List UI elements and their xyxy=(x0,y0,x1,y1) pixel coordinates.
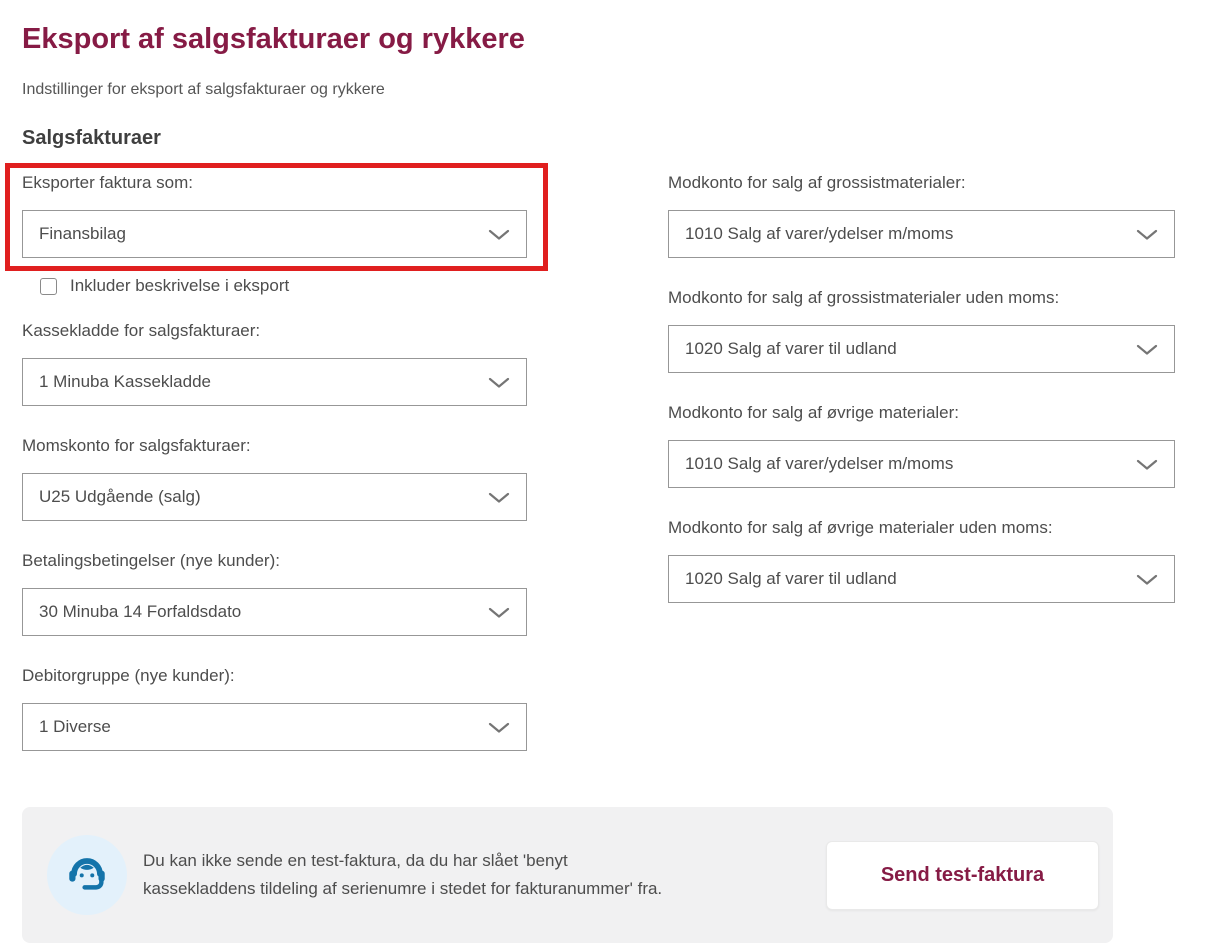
wholesale-account-select[interactable]: 1010 Salg af varer/ydelser m/moms xyxy=(668,210,1175,258)
cash-journal-value: 1 Minuba Kassekladde xyxy=(39,372,212,391)
other-materials-account-no-vat-label: Modkonto for salg af øvrige materialer u… xyxy=(668,518,1053,537)
include-description-label: Inkluder beskrivelse i eksport xyxy=(70,276,290,295)
chevron-down-icon xyxy=(488,377,510,388)
page-title: Eksport af salgsfakturaer og rykkere xyxy=(22,23,525,55)
include-description-row: Inkluder beskrivelse i eksport xyxy=(40,275,527,297)
page-subtitle: Indstillinger for eksport af salgsfaktur… xyxy=(22,81,385,98)
vat-account-select[interactable]: U25 Udgående (salg) xyxy=(22,473,527,521)
export-invoice-as-value: Finansbilag xyxy=(39,224,126,243)
cash-journal-select[interactable]: 1 Minuba Kassekladde xyxy=(22,358,527,406)
cash-journal-label: Kassekladde for salgsfakturaer: xyxy=(22,321,261,340)
test-invoice-info-bar: Du kan ikke sende en test-faktura, da du… xyxy=(22,807,1113,943)
export-invoice-as-field: Eksporter faktura som: Finansbilag xyxy=(5,163,548,271)
other-materials-account-value: 1010 Salg af varer/ydelser m/moms xyxy=(685,454,954,473)
test-invoice-message-line2: kassekladdens tildeling af serienumre i … xyxy=(143,879,663,898)
chevron-down-icon xyxy=(488,229,510,240)
headset-icon-circle xyxy=(47,835,127,915)
payment-terms-field: Betalingsbetingelser (nye kunder): 30 Mi… xyxy=(22,550,527,636)
right-column: Modkonto for salg af grossistmaterialer:… xyxy=(668,172,1175,780)
debtor-group-value: 1 Diverse xyxy=(39,717,111,736)
payment-terms-select[interactable]: 30 Minuba 14 Forfaldsdato xyxy=(22,588,527,636)
send-test-invoice-button[interactable]: Send test-faktura xyxy=(826,840,1099,910)
export-invoice-as-select[interactable]: Finansbilag xyxy=(22,210,527,258)
wholesale-account-no-vat-label: Modkonto for salg af grossistmaterialer … xyxy=(668,288,1060,307)
wholesale-account-no-vat-select[interactable]: 1020 Salg af varer til udland xyxy=(668,325,1175,373)
payment-terms-value: 30 Minuba 14 Forfaldsdato xyxy=(39,602,242,621)
other-materials-account-no-vat-select[interactable]: 1020 Salg af varer til udland xyxy=(668,555,1175,603)
chevron-down-icon xyxy=(1136,574,1158,585)
export-invoice-as-label: Eksporter faktura som: xyxy=(22,173,194,192)
chevron-down-icon xyxy=(1136,459,1158,470)
wholesale-account-label: Modkonto for salg af grossistmaterialer: xyxy=(668,173,966,192)
chevron-down-icon xyxy=(488,492,510,503)
test-invoice-message: Du kan ikke sende en test-faktura, da du… xyxy=(143,847,662,903)
vat-account-label: Momskonto for salgsfakturaer: xyxy=(22,436,251,455)
debtor-group-select[interactable]: 1 Diverse xyxy=(22,703,527,751)
vat-account-value: U25 Udgående (salg) xyxy=(39,487,201,506)
include-description-checkbox[interactable] xyxy=(40,277,57,295)
other-materials-account-no-vat-value: 1020 Salg af varer til udland xyxy=(685,569,897,588)
settings-columns: Eksporter faktura som: Finansbilag Inklu… xyxy=(5,163,1204,780)
other-materials-account-select[interactable]: 1010 Salg af varer/ydelser m/moms xyxy=(668,440,1175,488)
wholesale-account-field: Modkonto for salg af grossistmaterialer:… xyxy=(668,172,1175,258)
chevron-down-icon xyxy=(1136,229,1158,240)
chevron-down-icon xyxy=(1136,344,1158,355)
other-materials-account-field: Modkonto for salg af øvrige materialer: … xyxy=(668,402,1175,488)
vat-account-field: Momskonto for salgsfakturaer: U25 Udgåen… xyxy=(22,435,527,521)
wholesale-account-value: 1010 Salg af varer/ydelser m/moms xyxy=(685,224,954,243)
other-materials-account-label: Modkonto for salg af øvrige materialer: xyxy=(668,403,960,422)
headset-agent-icon xyxy=(64,850,110,901)
other-materials-account-no-vat-field: Modkonto for salg af øvrige materialer u… xyxy=(668,517,1175,603)
wholesale-account-no-vat-value: 1020 Salg af varer til udland xyxy=(685,339,897,358)
left-column: Eksporter faktura som: Finansbilag Inklu… xyxy=(5,163,548,780)
payment-terms-label: Betalingsbetingelser (nye kunder): xyxy=(22,551,280,570)
cash-journal-field: Kassekladde for salgsfakturaer: 1 Minuba… xyxy=(22,320,527,406)
wholesale-account-no-vat-field: Modkonto for salg af grossistmaterialer … xyxy=(668,287,1175,373)
chevron-down-icon xyxy=(488,607,510,618)
test-invoice-message-line1: Du kan ikke sende en test-faktura, da du… xyxy=(143,851,568,870)
section-heading-salgsfakturaer: Salgsfakturaer xyxy=(22,127,161,149)
debtor-group-field: Debitorgruppe (nye kunder): 1 Diverse xyxy=(22,665,527,751)
debtor-group-label: Debitorgruppe (nye kunder): xyxy=(22,666,235,685)
chevron-down-icon xyxy=(488,722,510,733)
